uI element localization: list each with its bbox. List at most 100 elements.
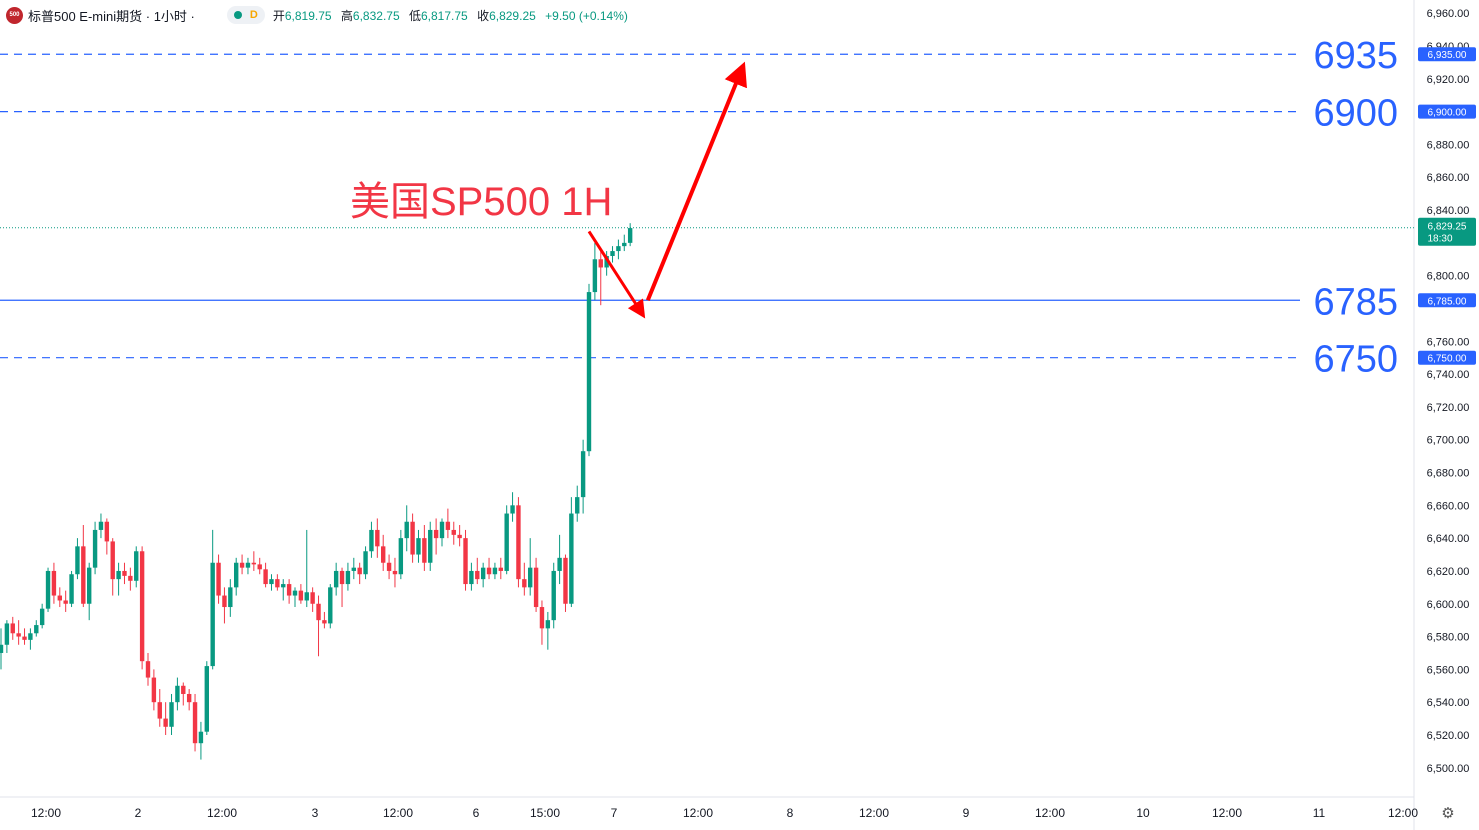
candle-body (616, 246, 621, 252)
candle-body (157, 702, 162, 719)
candle-body (151, 677, 157, 703)
candle-body (81, 546, 86, 604)
price-tick-label: 6,800.00 (1427, 271, 1470, 283)
close-label: 收 (477, 8, 490, 23)
candle-body (10, 623, 15, 634)
time-tick-label: 12:00 (683, 806, 713, 820)
level-price-tag-text: 6,935.00 (1428, 50, 1467, 61)
candle-body (586, 292, 592, 452)
time-tick-label: 12:00 (383, 806, 413, 820)
candle-body (104, 521, 110, 542)
level-price-tag (1418, 104, 1476, 119)
candle-body (439, 521, 445, 539)
candle-body (557, 557, 562, 571)
price-tick-label: 6,620.00 (1427, 566, 1470, 578)
price-tick-label: 6,880.00 (1427, 139, 1470, 151)
price-tick-label: 6,580.00 (1427, 632, 1470, 644)
time-tick-label: 6 (473, 806, 480, 820)
candle-body (392, 570, 398, 575)
candle-body (604, 255, 609, 268)
candle-body (128, 575, 133, 581)
candle-body (57, 595, 62, 601)
price-tick-label: 6,840.00 (1427, 205, 1470, 217)
candle-body (375, 529, 380, 547)
candle-body (110, 541, 115, 580)
candle-body (286, 584, 292, 596)
candle-body (192, 702, 198, 744)
candle-body (169, 702, 174, 727)
market-open-icon (233, 11, 242, 19)
candle-body (269, 579, 274, 585)
ohlc-readout: 开6,819.75 高6,832.75 低6,817.75 收6,829.25 … (273, 7, 634, 24)
symbol-title[interactable]: 标普500 E-mini期货 · 1小时 · (28, 8, 195, 24)
level-price-tag (1418, 350, 1476, 365)
level-price-tag (1418, 47, 1476, 62)
candle-body (275, 579, 280, 588)
candle-body (433, 529, 439, 539)
candle-body (139, 551, 145, 662)
countdown-text: 18:30 (1427, 234, 1452, 245)
candle-body (245, 562, 251, 568)
candle-body (75, 546, 80, 575)
candle-body (34, 625, 39, 634)
price-tick-label: 6,920.00 (1427, 74, 1470, 86)
candle-body (539, 607, 545, 629)
market-status[interactable]: D (226, 6, 265, 24)
candle-body (51, 570, 57, 596)
candle-body (357, 567, 362, 575)
time-tick-label: 2 (135, 806, 142, 820)
candle-body (422, 538, 427, 563)
candle-body (486, 567, 492, 575)
candle-body (298, 590, 304, 601)
projection-arrow (587, 230, 646, 319)
candle-body (163, 718, 168, 727)
chart-settings-icon[interactable]: ⚙ (1441, 805, 1455, 822)
candle-body (627, 228, 633, 243)
candle-body (522, 579, 527, 588)
candle-body (328, 587, 333, 624)
candle-body (204, 666, 209, 732)
candle-body (222, 595, 227, 608)
candle-body (310, 592, 315, 604)
level-label: 6900 (1313, 93, 1398, 135)
candle-body (480, 567, 486, 580)
time-tick-label: 12:00 (1212, 806, 1242, 820)
candle-body (580, 451, 586, 498)
time-tick-label: 12:00 (207, 806, 237, 820)
high-label: 高 (340, 8, 353, 23)
chart-annotation: 美国SP500 1H (350, 180, 612, 224)
time-tick-label: 12:00 (1388, 806, 1418, 820)
price-tick-label: 6,520.00 (1427, 730, 1470, 742)
delayed-data-badge: D (249, 9, 258, 21)
candle-body (592, 259, 598, 293)
candle-body (210, 562, 215, 667)
candle-body (181, 685, 186, 694)
price-tick-label: 6,680.00 (1427, 468, 1470, 480)
candle-body (292, 590, 298, 596)
candle-body (198, 731, 204, 744)
candle-body (533, 567, 539, 608)
candle-body (598, 259, 603, 268)
time-tick-label: 15:00 (530, 806, 560, 820)
level-lines: 6935 6900 6785 6750 (0, 35, 1398, 381)
level-label: 6750 (1313, 339, 1398, 381)
candle-body (345, 570, 351, 585)
candle-body (45, 570, 51, 609)
candle-body (445, 521, 451, 530)
price-tags: 6,935.00 6,900.00 6,785.00 6,750.00 6,829.25… (1418, 47, 1476, 365)
candle-body (416, 538, 421, 555)
candle-body (87, 567, 92, 604)
low-value: 6,817.75 (421, 8, 468, 23)
candle-body (69, 574, 74, 604)
time-tick-label: 12:00 (859, 806, 889, 820)
price-tick-label: 6,500.00 (1427, 763, 1470, 775)
candle-body (545, 620, 551, 629)
candle-body (92, 529, 98, 568)
price-tick-label: 6,660.00 (1427, 500, 1470, 512)
time-tick-label: 10 (1136, 806, 1150, 820)
time-tick-label: 3 (312, 806, 319, 820)
candle-body (304, 592, 309, 601)
candle-body (186, 693, 192, 703)
level-label: 6785 (1313, 281, 1398, 323)
